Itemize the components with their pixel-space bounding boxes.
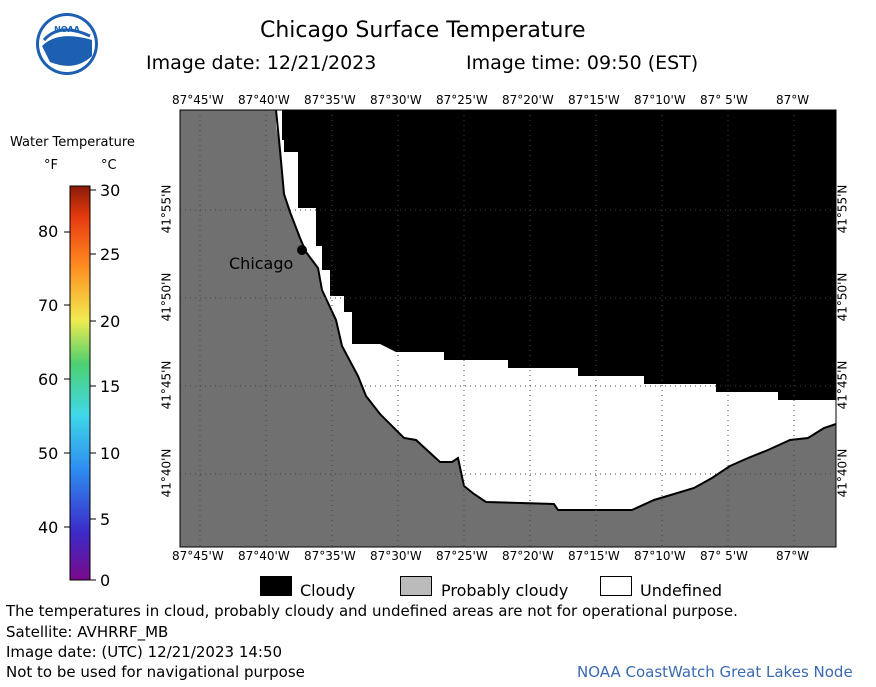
- c-tick-label: 30: [100, 181, 121, 200]
- c-tick-label: 25: [100, 245, 121, 264]
- city-label-chicago: Chicago: [229, 254, 294, 273]
- lon-label-bottom: 87°10'W: [634, 549, 686, 563]
- c-tick-label: 5: [100, 510, 111, 529]
- satellite-text: Satellite: AVHRRF_MB: [6, 623, 169, 641]
- lat-label-left: 41°45'N: [159, 360, 174, 410]
- temperature-colorbar: [64, 185, 96, 581]
- utc-date-text: Image date: (UTC) 12/21/2023 14:50: [6, 643, 283, 661]
- f-tick-label: 80: [38, 222, 59, 241]
- legend-label-probably-cloudy: Probably cloudy: [441, 581, 569, 600]
- lat-label-left: 41°40'N: [159, 448, 174, 498]
- lon-label-bottom: 87°25'W: [436, 549, 488, 563]
- lon-label-top: 87°20'W: [502, 93, 554, 107]
- lon-label-bottom: 87° 5'W: [700, 549, 748, 563]
- lat-label-right: 41°55'N: [835, 184, 850, 234]
- coastline: [275, 109, 837, 511]
- f-tick-label: 60: [38, 370, 59, 389]
- map-panel: [179, 109, 837, 548]
- lon-label-bottom: 87°20'W: [502, 549, 554, 563]
- unit-c: °C: [101, 158, 117, 173]
- lon-label-top: 87°45'W: [172, 93, 224, 107]
- c-tick-label: 15: [100, 377, 121, 396]
- source-text: NOAA CoastWatch Great Lakes Node: [577, 663, 853, 681]
- c-tick-label: 10: [100, 444, 121, 463]
- legend-swatch-undefined: [600, 576, 632, 596]
- f-tick-label: 50: [38, 444, 59, 463]
- lon-label-top: 87°25'W: [436, 93, 488, 107]
- c-tick-label: 0: [100, 571, 111, 590]
- f-tick-label: 40: [38, 518, 59, 537]
- lon-label-bottom: 87°W: [776, 549, 810, 563]
- page-title: Chicago Surface Temperature: [260, 18, 586, 43]
- lon-label-top: 87°40'W: [238, 93, 290, 107]
- lon-label-bottom: 87°40'W: [238, 549, 290, 563]
- map-border: [179, 109, 837, 548]
- lon-label-bottom: 87°30'W: [370, 549, 422, 563]
- logo-text: NOAA: [54, 25, 80, 34]
- cloudy-area: [282, 110, 836, 400]
- lon-label-top: 87°30'W: [370, 93, 422, 107]
- legend-swatch-probably-cloudy: [400, 576, 432, 596]
- lon-label-bottom: 87°35'W: [304, 549, 356, 563]
- image-time: Image time: 09:50 (EST): [466, 52, 699, 74]
- legend-swatch-cloudy: [260, 576, 292, 596]
- lat-label-right: 41°50'N: [835, 272, 850, 322]
- lon-label-bottom: 87°45'W: [172, 549, 224, 563]
- lat-label-left: 41°50'N: [159, 272, 174, 322]
- lon-label-bottom: 87°15'W: [568, 549, 620, 563]
- lon-label-top: 87°15'W: [568, 93, 620, 107]
- f-tick-label: 70: [38, 296, 59, 315]
- disclaimer-text: The temperatures in cloud, probably clou…: [6, 602, 738, 620]
- nav-warning-text: Not to be used for navigational purpose: [6, 663, 305, 681]
- lat-label-right: 41°45'N: [835, 360, 850, 410]
- lat-label-right: 41°40'N: [835, 448, 850, 498]
- lon-label-top: 87°W: [776, 93, 810, 107]
- noaa-logo-icon: NOAA: [36, 13, 98, 75]
- temperature-scale-title: Water Temperature: [10, 135, 135, 150]
- lon-label-top: 87°10'W: [634, 93, 686, 107]
- c-tick-label: 20: [100, 312, 121, 331]
- legend-label-cloudy: Cloudy: [300, 581, 356, 600]
- chicago-marker: [297, 245, 307, 255]
- lon-label-top: 87°35'W: [304, 93, 356, 107]
- image-date: Image date: 12/21/2023: [146, 52, 377, 74]
- lon-label-top: 87° 5'W: [700, 93, 748, 107]
- legend-label-undefined: Undefined: [640, 581, 723, 600]
- lat-label-left: 41°55'N: [159, 184, 174, 234]
- unit-f: °F: [44, 158, 58, 173]
